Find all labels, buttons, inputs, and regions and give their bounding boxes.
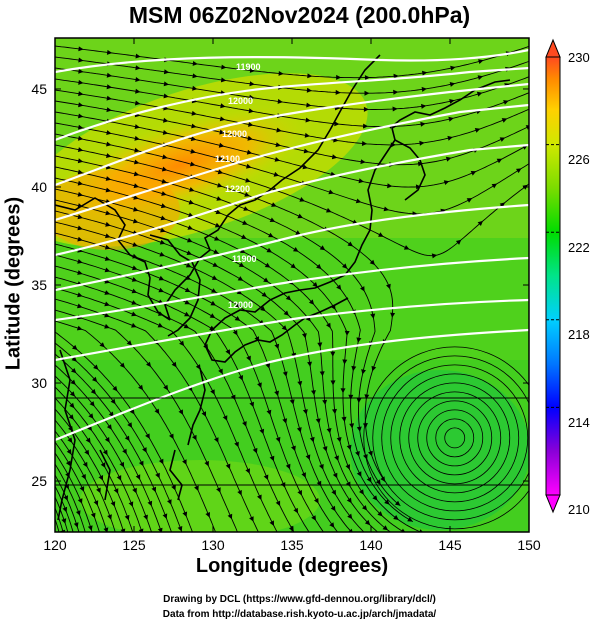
chart-title: MSM 06Z02Nov2024 (200.0hPa) <box>128 2 471 28</box>
y-tick-label: 40 <box>31 179 47 195</box>
x-tick-label: 135 <box>280 537 304 553</box>
colorbar-tick-label: 226 <box>568 152 590 167</box>
colorbar: 210 214 218 222 226 230 <box>545 38 590 517</box>
y-tick-label: 25 <box>31 473 47 489</box>
colorbar-tick-label: 218 <box>568 327 590 342</box>
y-tick-label: 45 <box>31 81 47 97</box>
colorbar-tick-label: 222 <box>568 240 590 255</box>
contour-label: 11900 <box>232 254 257 264</box>
y-axis-label: Latitude (degrees) <box>2 196 25 371</box>
geopotential-contours <box>55 48 529 442</box>
y-axis: 25 30 35 40 45 <box>31 81 529 489</box>
x-tick-label: 130 <box>201 537 225 553</box>
colorbar-tick-label: 214 <box>568 415 590 430</box>
contour-label: 12000 <box>228 96 253 106</box>
wind-arrows <box>60 46 529 532</box>
y-tick-label: 30 <box>31 375 47 391</box>
grid-lines <box>55 397 529 486</box>
y-tick-label: 35 <box>31 277 47 293</box>
contour-label: 12200 <box>225 184 250 194</box>
contour-label: 12000 <box>222 129 247 139</box>
x-axis-label: Longitude (degrees) <box>195 555 389 577</box>
credit-data-source: Data from http://database.rish.kyoto-u.a… <box>162 609 437 620</box>
contour-label-group: 11900 12000 12000 12100 12200 11900 1200… <box>215 62 261 310</box>
x-tick-label: 150 <box>517 537 541 553</box>
x-tick-label: 120 <box>43 537 67 553</box>
contour-label: 12000 <box>228 300 253 310</box>
x-axis: 120 125 130 135 140 145 150 <box>43 38 541 553</box>
contour-label: 11900 <box>236 62 261 72</box>
contour-label: 12100 <box>215 154 240 164</box>
coastlines <box>55 54 511 521</box>
plot-area: 11900 12000 12000 12100 12200 11900 1200… <box>55 38 529 532</box>
credit-drawing: Drawing by DCL (https://www.gfd-dennou.o… <box>163 594 436 605</box>
x-tick-label: 125 <box>122 537 146 553</box>
x-tick-label: 140 <box>359 537 383 553</box>
colorbar-tick-label: 230 <box>568 50 590 65</box>
colorbar-tick-label: 210 <box>568 502 590 517</box>
x-tick-label: 145 <box>438 537 462 553</box>
